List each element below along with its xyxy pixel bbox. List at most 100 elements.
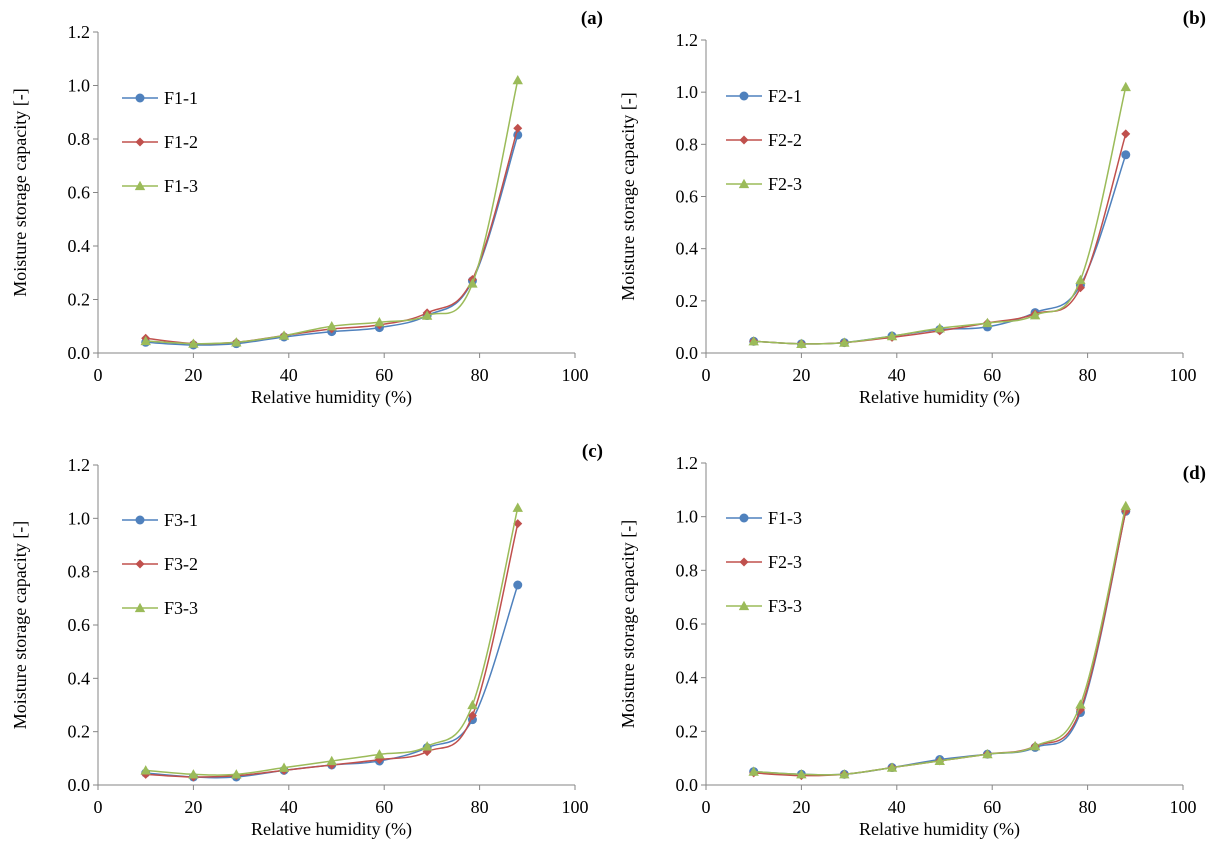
x-axis-title: Relative humidity (%) — [251, 387, 412, 408]
data-point — [748, 336, 759, 346]
data-point — [467, 278, 478, 288]
legend-marker — [739, 91, 749, 101]
x-tick-label: 80 — [1079, 797, 1097, 817]
legend-marker — [135, 137, 145, 147]
x-tick-label: 0 — [702, 365, 711, 385]
data-point — [982, 748, 993, 759]
panel-label: (b) — [1183, 8, 1206, 29]
legend-label: F3-1 — [164, 510, 198, 530]
y-axis-title: Moisture storage capacity [-] — [618, 92, 638, 300]
x-tick-label: 20 — [792, 797, 810, 817]
data-point — [1120, 500, 1131, 511]
x-tick-label: 0 — [94, 365, 103, 385]
y-tick-label: 1.0 — [676, 82, 699, 102]
data-point — [374, 749, 385, 759]
x-tick-label: 60 — [983, 365, 1001, 385]
data-point — [467, 711, 477, 721]
legend-marker — [134, 602, 146, 613]
y-tick-label: 0.0 — [676, 343, 699, 363]
series-line — [145, 128, 519, 345]
y-tick-label: 0.2 — [676, 291, 699, 311]
data-point — [934, 323, 945, 333]
x-tick-label: 100 — [562, 797, 589, 817]
data-point — [934, 755, 945, 766]
x-axis-title: Relative humidity (%) — [859, 387, 1020, 408]
y-axis-title: Moisture storage capacity [-] — [10, 521, 30, 729]
y-tick-label: 0.4 — [676, 239, 699, 259]
legend-entry: F1-3 — [122, 176, 198, 196]
data-point — [886, 762, 898, 772]
legend-entry: F1-3 — [726, 508, 802, 528]
legend-label: F3-3 — [164, 598, 198, 618]
legend-marker — [738, 600, 750, 611]
y-tick-label: 0.2 — [68, 722, 91, 742]
data-point — [421, 310, 433, 320]
data-point — [188, 769, 199, 779]
legend-marker — [739, 557, 749, 567]
x-tick-label: 100 — [1170, 365, 1197, 385]
x-tick-label: 60 — [375, 365, 393, 385]
x-tick-label: 20 — [792, 365, 810, 385]
series-line — [753, 505, 1127, 776]
y-tick-label: 0.6 — [676, 614, 699, 634]
y-tick-label: 1.2 — [676, 30, 699, 50]
series-F2-3 — [749, 506, 1131, 781]
y-tick-label: 1.2 — [68, 455, 91, 475]
legend-entry: F3-3 — [122, 598, 198, 618]
y-tick-label: 0.6 — [676, 187, 699, 207]
y-tick-label: 0.6 — [68, 615, 91, 635]
y-tick-label: 0.0 — [68, 343, 91, 363]
x-tick-label: 40 — [888, 797, 906, 817]
legend-label: F1-3 — [164, 176, 198, 196]
y-tick-label: 0.4 — [676, 668, 699, 688]
panel-label: (d) — [1183, 463, 1206, 484]
data-point — [140, 765, 151, 775]
series-F2-1 — [749, 150, 1131, 349]
y-tick-label: 0.0 — [676, 775, 699, 795]
legend-marker — [739, 135, 749, 145]
x-tick-label: 100 — [562, 365, 589, 385]
series-line — [145, 134, 519, 346]
series-F1-3 — [749, 506, 1131, 779]
x-tick-label: 40 — [888, 365, 906, 385]
data-point — [278, 762, 290, 772]
y-tick-label: 1.0 — [68, 508, 91, 528]
data-point — [188, 338, 199, 348]
legend-label: F3-3 — [768, 596, 802, 616]
data-point — [1121, 129, 1131, 139]
data-point — [374, 317, 385, 327]
chart-panel: 0.0 0.2 0.4 0.6 0.8 1.0 1.2 0 20 40 60 80 100 Relativ… — [618, 8, 1206, 408]
series-line — [145, 507, 519, 776]
data-point — [231, 337, 242, 347]
y-tick-label: 1.0 — [68, 76, 91, 96]
series-line — [753, 511, 1127, 777]
series-F2-3 — [748, 81, 1131, 349]
y-tick-label: 0.8 — [676, 134, 699, 154]
series-line — [753, 133, 1127, 345]
x-axis-title: Relative humidity (%) — [859, 819, 1020, 840]
legend-label: F1-2 — [164, 132, 198, 152]
chart-panel: 0.0 0.2 0.4 0.6 0.8 1.0 1.2 0 20 40 60 80 100 Relativ… — [10, 441, 603, 840]
chart-panel: 0.0 0.2 0.4 0.6 0.8 1.0 1.2 0 20 40 60 80 100 Relativ… — [618, 453, 1206, 840]
data-point — [421, 741, 433, 751]
legend-label: F2-1 — [768, 86, 802, 106]
legend-marker — [738, 178, 750, 189]
data-point — [1075, 274, 1086, 285]
series-F3-3 — [140, 502, 523, 779]
x-tick-label: 20 — [184, 365, 202, 385]
y-tick-label: 0.2 — [676, 721, 699, 741]
legend-marker — [135, 515, 145, 525]
x-tick-label: 100 — [1170, 797, 1197, 817]
panel-label: (c) — [582, 441, 603, 462]
series-F3-1 — [141, 580, 523, 782]
y-tick-label: 0.8 — [68, 562, 91, 582]
data-point — [1029, 740, 1041, 751]
data-point — [1029, 309, 1041, 320]
data-point — [513, 123, 523, 133]
legend-label: F1-1 — [164, 88, 198, 108]
legend-entry: F3-3 — [726, 596, 802, 616]
data-point — [796, 769, 807, 779]
data-point — [231, 769, 242, 779]
y-tick-label: 0.6 — [68, 183, 91, 203]
